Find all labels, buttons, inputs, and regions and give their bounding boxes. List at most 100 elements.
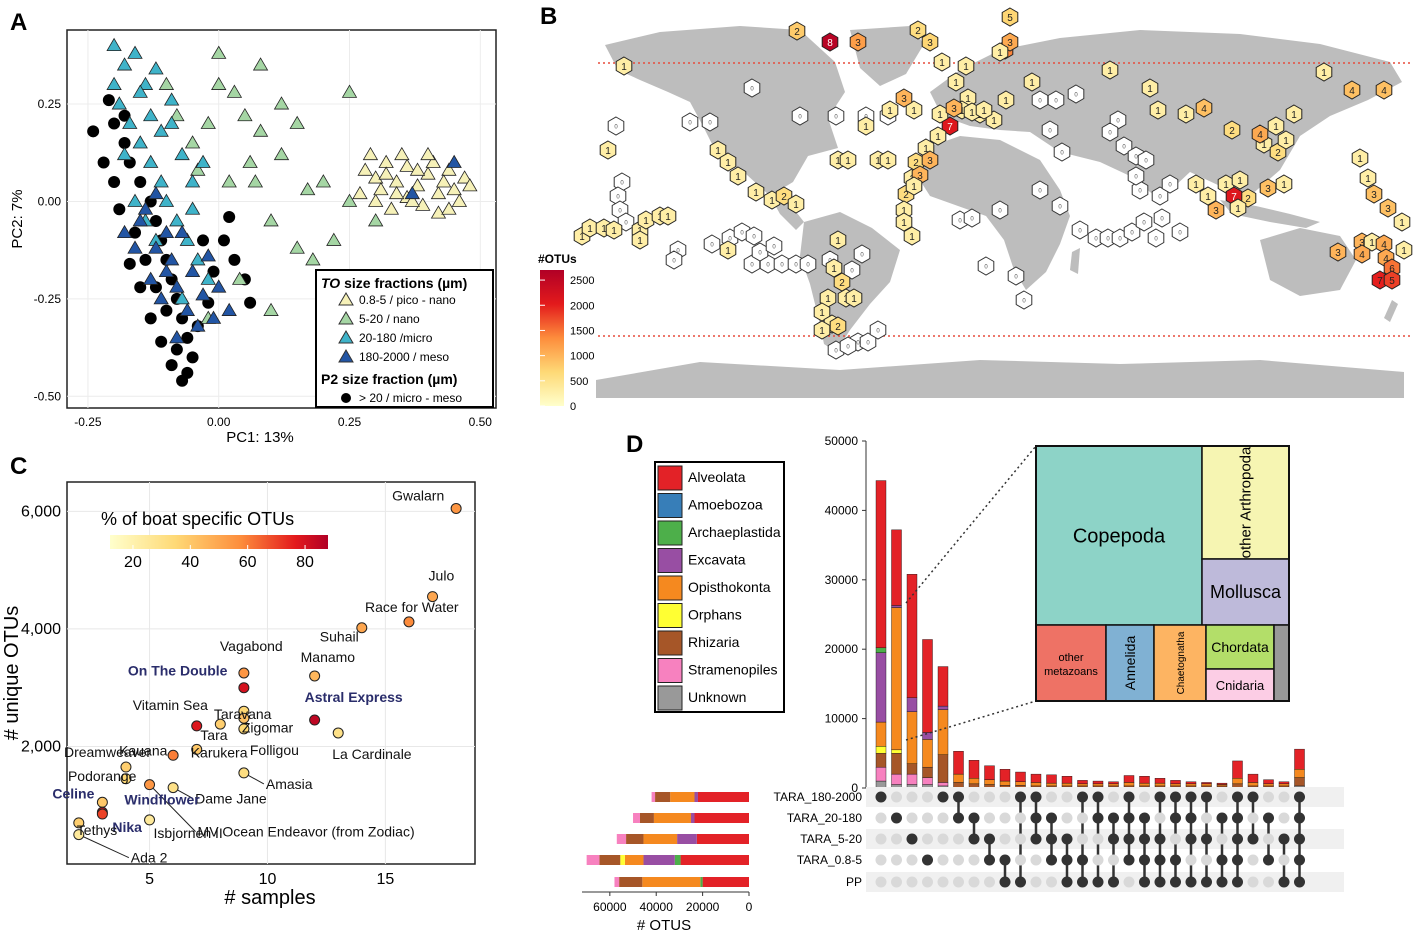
legend-swatch-alveolata — [657, 465, 683, 491]
intersection-bars — [875, 480, 1305, 789]
hex-cell-filled — [1383, 270, 1401, 290]
intersection-bar-segment-opisthokonta — [1170, 783, 1181, 787]
point-meso — [174, 224, 190, 239]
panel-a-y-tick-label: 0.00 — [38, 194, 62, 208]
hex-cell-empty-label: 0 — [676, 249, 680, 255]
intersection-bar-segment-excavata — [937, 705, 949, 710]
point-micro — [106, 37, 122, 51]
hex-cell-empty — [1047, 90, 1065, 110]
hex-cell-label: 1 — [1237, 176, 1243, 187]
matrix-dot-inactive — [937, 854, 949, 866]
hex-cell-label: 5 — [1007, 13, 1013, 24]
point-nano — [341, 193, 358, 207]
matrix-dot-active — [1139, 833, 1150, 845]
point-meso — [179, 302, 196, 316]
point-label: Windflower — [124, 791, 200, 807]
hex-cell-empty-label: 0 — [834, 115, 838, 121]
hex-cell-empty-label: 0 — [1158, 195, 1162, 201]
hex-cell-label: 5 — [1389, 276, 1395, 287]
hex-cell-label: 3 — [917, 171, 923, 182]
set-bar-segment-excavata — [691, 813, 695, 823]
hex-cell-filled — [945, 98, 963, 118]
intersection-bar-segment-alveolata — [1232, 760, 1243, 779]
panel-a-legend-title-2: P2 size fraction (µm) — [321, 371, 457, 387]
treemap-label: Cnidaria — [1216, 678, 1265, 693]
matrix-dot-inactive — [906, 876, 918, 888]
hex-cell-label: 1 — [825, 294, 831, 305]
matrix-dot-inactive — [1046, 876, 1057, 888]
matrix-dot-inactive — [1263, 876, 1274, 888]
hex-cell-empty-label: 0 — [1038, 189, 1042, 195]
intersection-bar-segment-opisthokonta — [984, 779, 995, 785]
intersection-bar-segment-stramenopiles — [922, 777, 933, 785]
intersection-bar-segment-alveolata — [1247, 773, 1259, 783]
matrix-dot-inactive — [1263, 833, 1274, 845]
point-label: Tara — [200, 727, 227, 743]
matrix-dot-inactive — [937, 812, 949, 824]
hex-cell-empty-label: 0 — [1130, 231, 1134, 237]
matrix-dot-inactive — [906, 791, 918, 803]
intersection-bar-segment-opisthokonta — [1092, 783, 1104, 787]
hex-cell-empty — [1007, 266, 1025, 286]
hex-cell-label: 7 — [1231, 192, 1237, 203]
point-pico-nano — [362, 146, 379, 161]
hex-cell-label: 2 — [903, 190, 909, 201]
point-boat — [238, 682, 250, 694]
hex-cell-filled — [709, 140, 727, 160]
point-nano — [211, 45, 227, 59]
set-axis-tick-label: 60000 — [593, 900, 627, 914]
hex-cell-label: 1 — [911, 106, 917, 117]
treemap-label: Mollusca — [1210, 582, 1282, 602]
point-pico-nano — [388, 185, 405, 200]
hex-cell-empty — [1127, 166, 1145, 186]
point-boat — [427, 591, 439, 603]
point-boat — [167, 782, 179, 794]
hex-cell-empty — [853, 244, 871, 264]
matrix-dot-active — [1139, 876, 1150, 888]
hex-cell-label: 1 — [911, 182, 917, 193]
hex-cell-empty — [1067, 84, 1085, 104]
hex-cell-filled — [1379, 198, 1397, 218]
land-north-america — [605, 26, 845, 196]
panel-c-point-labels: Gwalarn Julo Race for Water Suhail Manamo Vag… — [52, 487, 459, 865]
hex-cell-filled — [1267, 116, 1285, 136]
hex-cell-empty-label: 0 — [614, 125, 618, 131]
hex-cell-filled — [1365, 184, 1383, 204]
hex-cell-label: 3 — [1213, 206, 1219, 217]
set-bar-segment-opisthokonta — [624, 855, 644, 865]
hex-cell-filled — [903, 226, 921, 246]
legend-label-unknown: Unknown — [688, 689, 746, 705]
hex-cell-label: 1 — [621, 62, 627, 73]
hex-cell-empty-label: 0 — [1134, 155, 1138, 161]
hex-cell-filled — [1177, 104, 1195, 124]
panel-c-scatter-plot: Gwalarn Julo Race for Water Suhail Manamo Vag… — [1, 481, 476, 909]
hex-cell-filled — [895, 88, 913, 108]
point-micro — [127, 45, 143, 59]
matrix-dot-inactive — [953, 876, 964, 888]
matrix-dot-inactive — [999, 812, 1011, 824]
matrix-dot-inactive — [1247, 854, 1259, 866]
matrix-dot-inactive — [1216, 833, 1228, 845]
set-label: PP — [846, 875, 862, 889]
intersection-bar-segment-opisthokonta — [999, 780, 1011, 786]
colorbar-boat-specific — [110, 535, 328, 549]
set-bar-segment-archaeplastida — [674, 855, 681, 865]
matrix-dot-active — [1232, 876, 1243, 888]
colorbar-otus-tick-label: 2500 — [570, 275, 594, 287]
panel-c-x-tick-label: 5 — [145, 871, 154, 888]
treemap-label: other — [1058, 652, 1083, 664]
treemap-cell — [1205, 668, 1275, 702]
intersection-bar-segment-alveolata — [906, 574, 918, 698]
hex-cell-empty — [1135, 212, 1153, 232]
panel-a-x-tick-label: 0.50 — [469, 415, 493, 429]
point-p2 — [223, 211, 236, 224]
point-pico-nano — [441, 162, 457, 176]
hex-cell-filled — [957, 56, 975, 76]
set-bar-segment-rhizaria — [599, 855, 621, 865]
panel-d-legend: Alveolata Amoebozoa Archaeplastida Excavata… — [657, 465, 781, 711]
point-boat — [238, 712, 250, 724]
point-p2 — [207, 265, 220, 278]
point-pico-nano — [415, 197, 431, 211]
matrix-dot-active — [968, 812, 980, 824]
hex-cell-filled — [921, 32, 939, 52]
